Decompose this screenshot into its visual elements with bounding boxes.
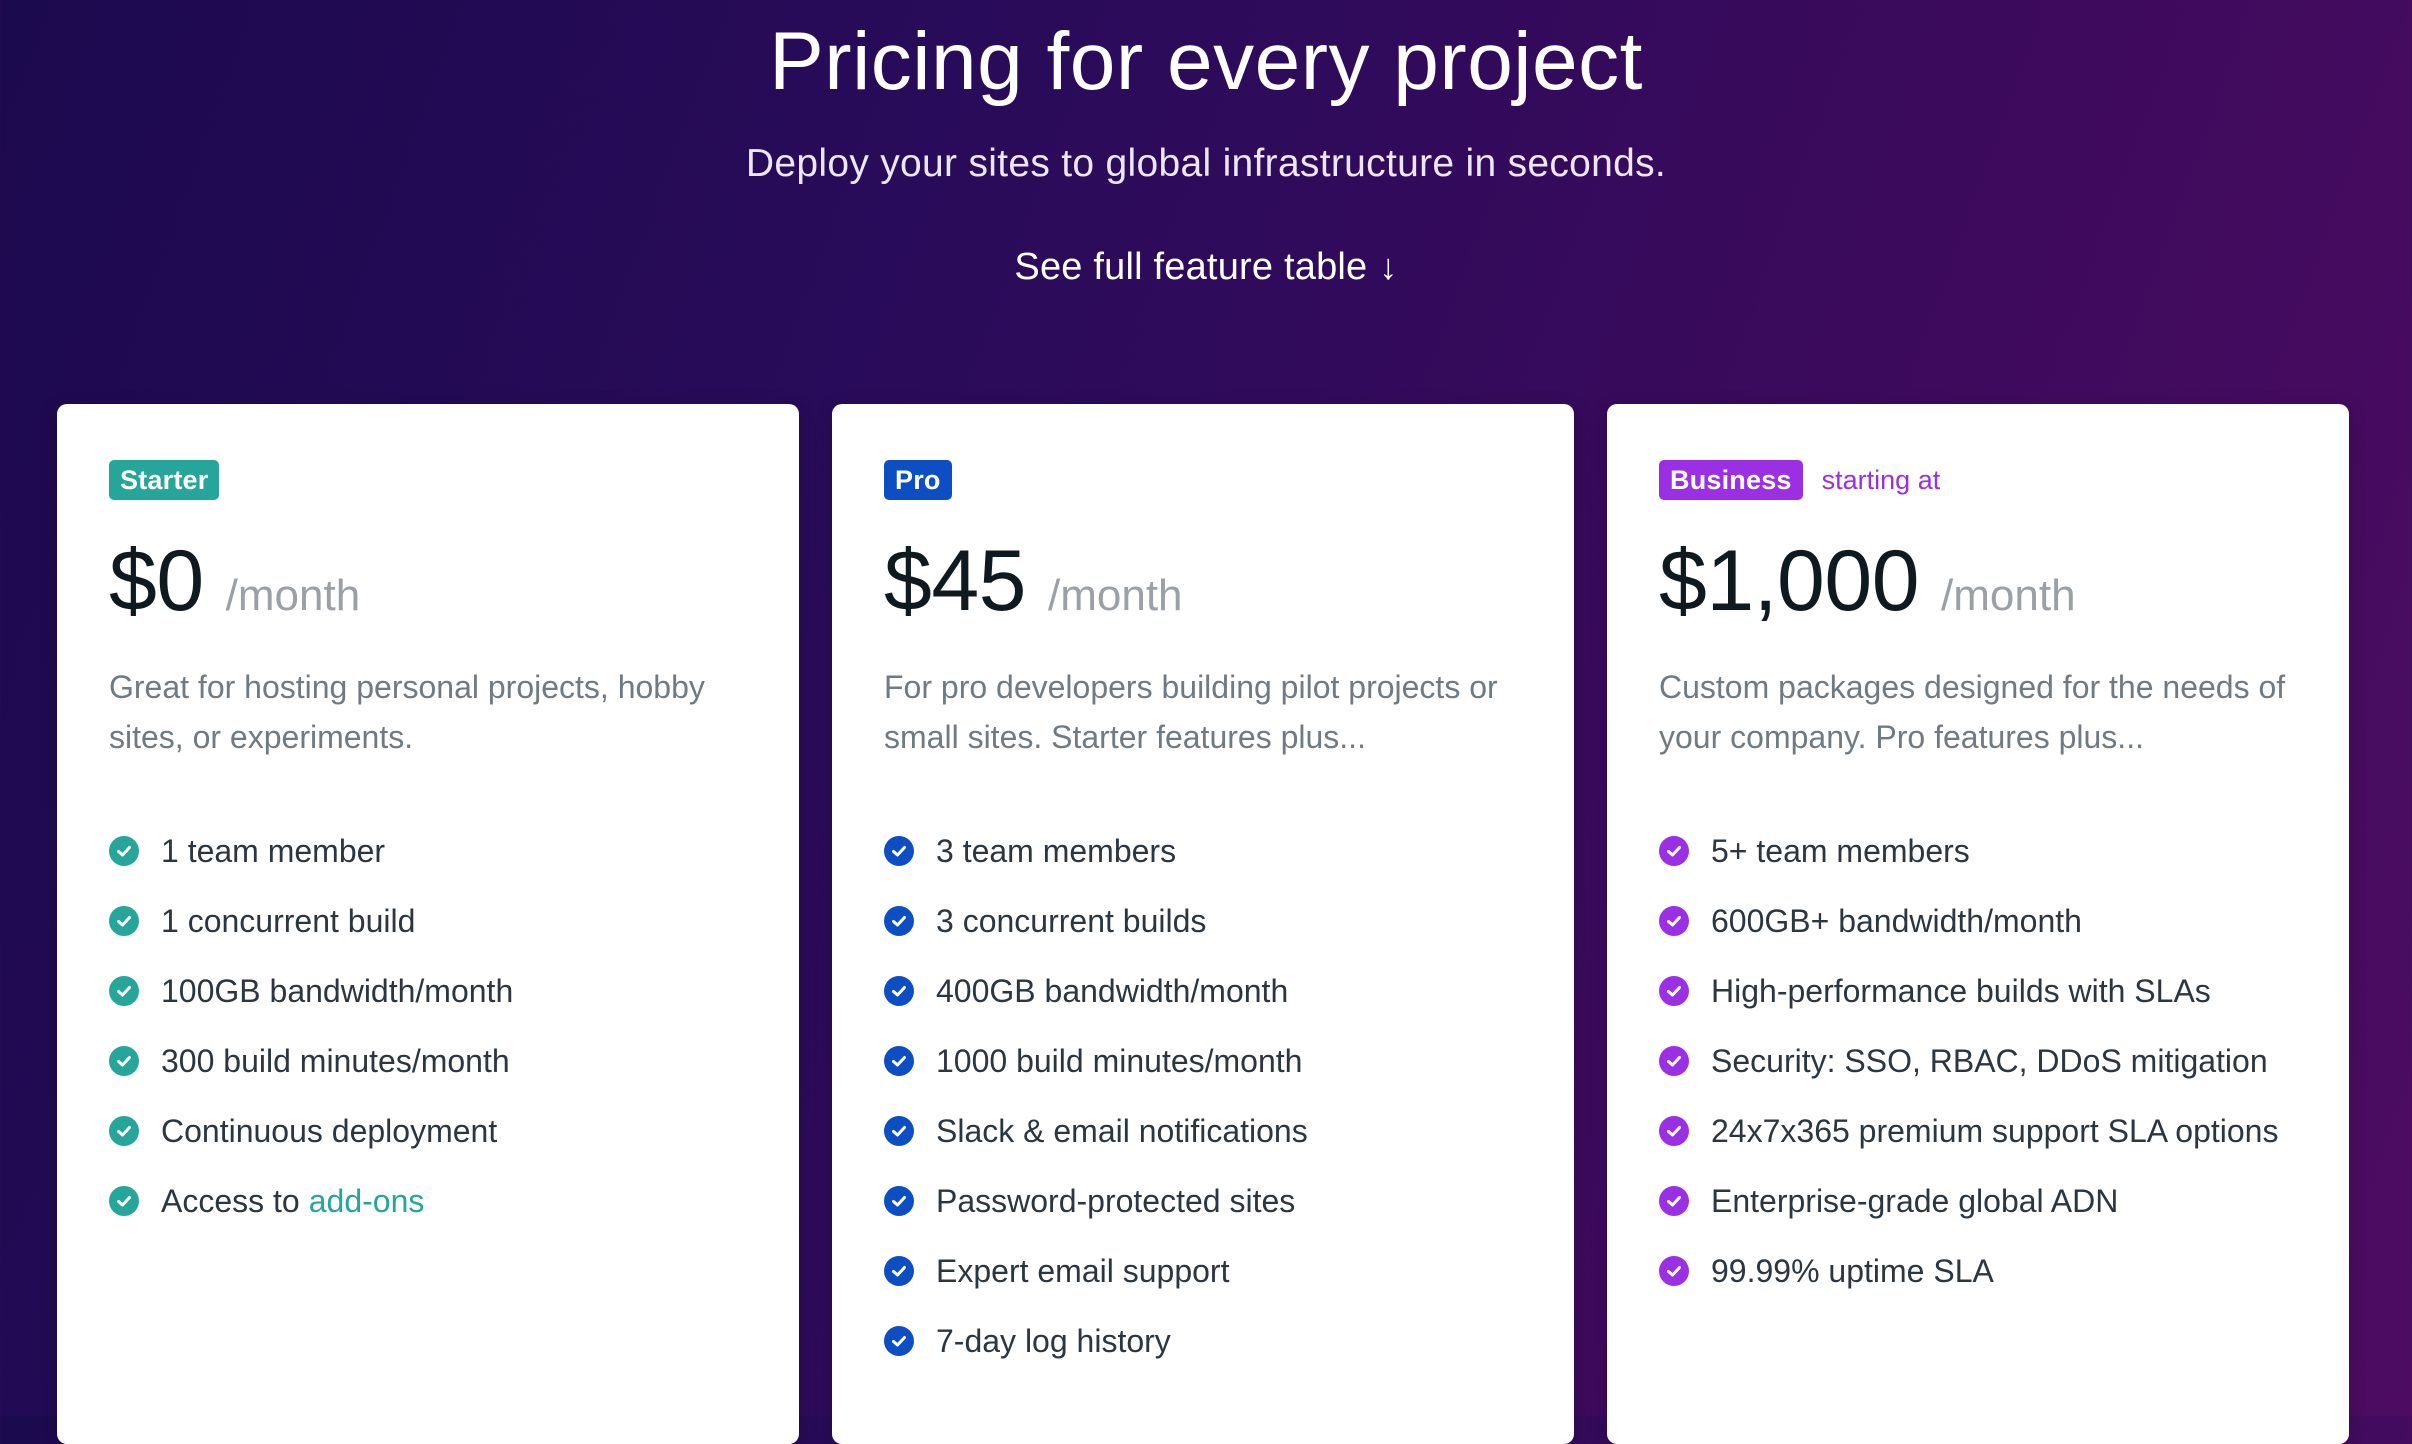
- feature-item: 100GB bandwidth/month: [109, 956, 513, 1026]
- plan-badge-row: Starter: [109, 460, 220, 500]
- see-feature-table-link[interactable]: See full feature table ↓: [0, 240, 2412, 294]
- see-feature-table-label: See full feature table: [1014, 246, 1368, 288]
- plan-card-pro: Pro $45 /month For pro developers buildi…: [832, 404, 1574, 1444]
- plan-feature-list: 5+ team members 600GB+ bandwidth/month Hig…: [1659, 816, 2278, 1306]
- plan-price-row: $45 /month: [884, 526, 1183, 636]
- feature-label: 3 concurrent builds: [936, 902, 1207, 939]
- plan-period: /month: [1941, 571, 2076, 620]
- plan-feature-list: 1 team member 1 concurrent build 100GB ban…: [109, 816, 513, 1236]
- plan-description: Custom packages designed for the needs o…: [1659, 669, 2286, 755]
- feature-item: 7-day log history: [884, 1306, 1308, 1376]
- feature-label: Access to: [161, 1182, 300, 1219]
- plan-badge-row: Pro: [884, 460, 952, 500]
- check-circle-icon: [1659, 1116, 1689, 1146]
- feature-label: 1000 build minutes/month: [936, 1042, 1303, 1079]
- feature-item: Password-protected sites: [884, 1166, 1308, 1236]
- feature-item: 300 build minutes/month: [109, 1026, 513, 1096]
- check-circle-icon: [109, 1116, 139, 1146]
- check-circle-icon: [1659, 1046, 1689, 1076]
- check-circle-icon: [884, 1186, 914, 1216]
- feature-item: 3 team members: [884, 816, 1308, 886]
- plan-badge-pro: Pro: [884, 460, 952, 500]
- add-ons-link[interactable]: add-ons: [308, 1182, 425, 1219]
- feature-item: 1 team member: [109, 816, 513, 886]
- feature-item: 600GB+ bandwidth/month: [1659, 886, 2278, 956]
- feature-label: 400GB bandwidth/month: [936, 972, 1289, 1009]
- plan-price-row: $1,000 /month: [1659, 526, 2076, 636]
- feature-label: 24x7x365 premium support SLA options: [1711, 1112, 2279, 1149]
- feature-item: High-performance builds with SLAs: [1659, 956, 2278, 1026]
- feature-item: 1 concurrent build: [109, 886, 513, 956]
- plan-badge-business: Business: [1659, 460, 1803, 500]
- plan-price: $0: [109, 533, 204, 629]
- feature-item: 400GB bandwidth/month: [884, 956, 1308, 1026]
- plan-price: $1,000: [1659, 533, 1920, 629]
- feature-item: Expert email support: [884, 1236, 1308, 1306]
- check-circle-icon: [884, 1256, 914, 1286]
- check-circle-icon: [109, 906, 139, 936]
- check-circle-icon: [1659, 836, 1689, 866]
- plan-badge-row: Business starting at: [1659, 460, 1940, 500]
- feature-item: 5+ team members: [1659, 816, 2278, 886]
- feature-label: Slack & email notifications: [936, 1112, 1308, 1149]
- check-circle-icon: [109, 1046, 139, 1076]
- feature-label: 99.99% uptime SLA: [1711, 1252, 1994, 1289]
- feature-label: 100GB bandwidth/month: [161, 972, 514, 1009]
- plan-description: Great for hosting personal projects, hob…: [109, 669, 705, 755]
- feature-label: 3 team members: [936, 832, 1177, 869]
- check-circle-icon: [1659, 1256, 1689, 1286]
- arrow-down-icon: ↓: [1379, 246, 1398, 287]
- feature-item: Continuous deployment: [109, 1096, 513, 1166]
- feature-label: 5+ team members: [1711, 832, 1970, 869]
- check-circle-icon: [884, 1326, 914, 1356]
- feature-label: Password-protected sites: [936, 1182, 1296, 1219]
- check-circle-icon: [109, 976, 139, 1006]
- check-circle-icon: [1659, 1186, 1689, 1216]
- check-circle-icon: [884, 976, 914, 1006]
- feature-label: 1 concurrent build: [161, 902, 416, 939]
- feature-label: 7-day log history: [936, 1322, 1171, 1359]
- check-circle-icon: [1659, 906, 1689, 936]
- plan-description: For pro developers building pilot projec…: [884, 669, 1498, 755]
- feature-label: 1 team member: [161, 832, 386, 869]
- feature-item: 24x7x365 premium support SLA options: [1659, 1096, 2278, 1166]
- plan-period: /month: [225, 571, 361, 620]
- feature-item: Access to add-ons: [109, 1166, 513, 1236]
- starting-at-label: starting at: [1821, 465, 1941, 495]
- plan-price: $45: [884, 533, 1027, 629]
- plan-card-business: Business starting at $1,000 /month Custo…: [1607, 404, 2349, 1444]
- check-circle-icon: [884, 1116, 914, 1146]
- feature-label: High-performance builds with SLAs: [1711, 972, 2211, 1009]
- check-circle-icon: [884, 836, 914, 866]
- feature-label: Security: SSO, RBAC, DDoS mitigation: [1711, 1042, 2268, 1079]
- feature-label: Continuous deployment: [161, 1112, 498, 1149]
- plan-period: /month: [1048, 571, 1183, 620]
- feature-item: Security: SSO, RBAC, DDoS mitigation: [1659, 1026, 2278, 1096]
- feature-label: Expert email support: [936, 1252, 1230, 1289]
- feature-item: Enterprise-grade global ADN: [1659, 1166, 2278, 1236]
- feature-label: 300 build minutes/month: [161, 1042, 510, 1079]
- feature-item: 3 concurrent builds: [884, 886, 1308, 956]
- check-circle-icon: [109, 1186, 139, 1216]
- plan-price-row: $0 /month: [109, 526, 360, 636]
- feature-label: Enterprise-grade global ADN: [1711, 1182, 2119, 1219]
- check-circle-icon: [884, 906, 914, 936]
- page-title: Pricing for every project: [769, 16, 1643, 107]
- check-circle-icon: [1659, 976, 1689, 1006]
- feature-item: Slack & email notifications: [884, 1096, 1308, 1166]
- plan-feature-list: 3 team members 3 concurrent builds 400GB b…: [884, 816, 1308, 1376]
- check-circle-icon: [884, 1046, 914, 1076]
- page-subtitle: Deploy your sites to global infrastructu…: [745, 142, 1667, 185]
- plan-badge-starter: Starter: [109, 460, 220, 500]
- feature-label: 600GB+ bandwidth/month: [1711, 902, 2082, 939]
- feature-item: 99.99% uptime SLA: [1659, 1236, 2278, 1306]
- plan-card-starter: Starter $0 /month Great for hosting pers…: [57, 404, 799, 1444]
- check-circle-icon: [109, 836, 139, 866]
- feature-item: 1000 build minutes/month: [884, 1026, 1308, 1096]
